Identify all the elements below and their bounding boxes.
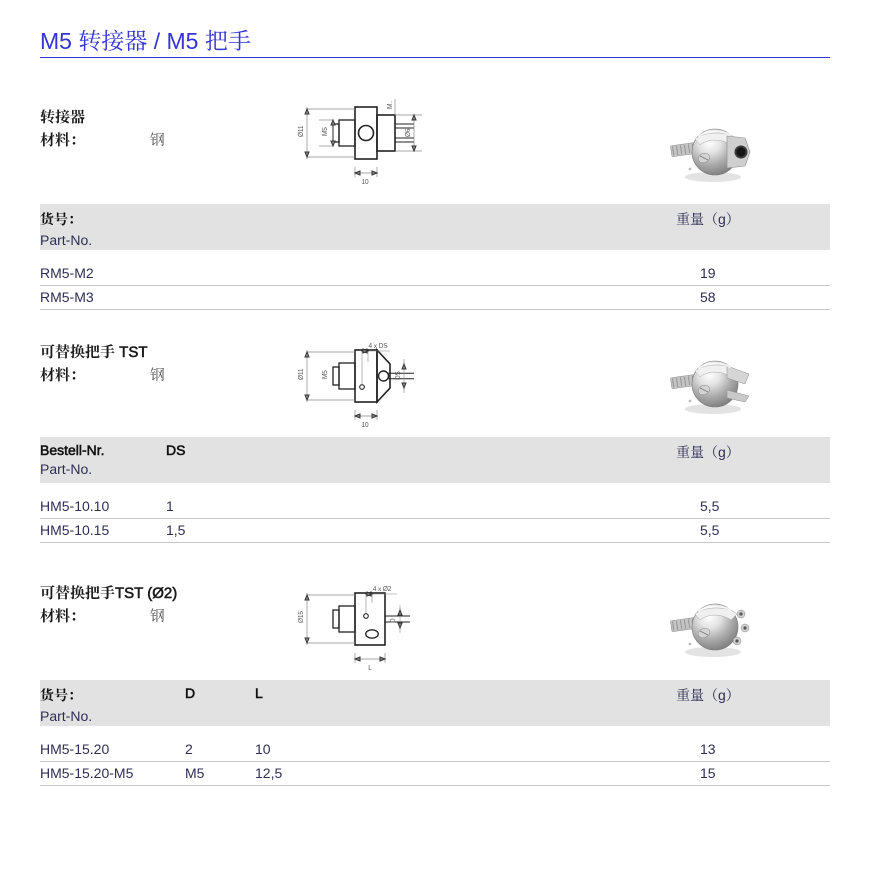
svg-text:Ø6: Ø6 bbox=[405, 128, 412, 137]
svg-text:M5: M5 bbox=[322, 127, 329, 136]
svg-text:10: 10 bbox=[361, 179, 369, 186]
svg-text:Ø15: Ø15 bbox=[298, 611, 305, 623]
svg-text:10: 10 bbox=[361, 422, 369, 429]
svg-text:4 x DS: 4 x DS bbox=[369, 343, 388, 350]
svg-text:DS: DS bbox=[395, 371, 402, 380]
svg-text:L: L bbox=[368, 665, 372, 672]
svg-text:Ø11: Ø11 bbox=[298, 125, 305, 137]
svg-text:M5: M5 bbox=[322, 370, 329, 379]
svg-text:M..: M.. bbox=[387, 100, 394, 109]
svg-text:D: D bbox=[390, 618, 397, 623]
svg-text:4 x Ø2: 4 x Ø2 bbox=[373, 586, 392, 593]
svg-text:Ø11: Ø11 bbox=[298, 368, 305, 380]
